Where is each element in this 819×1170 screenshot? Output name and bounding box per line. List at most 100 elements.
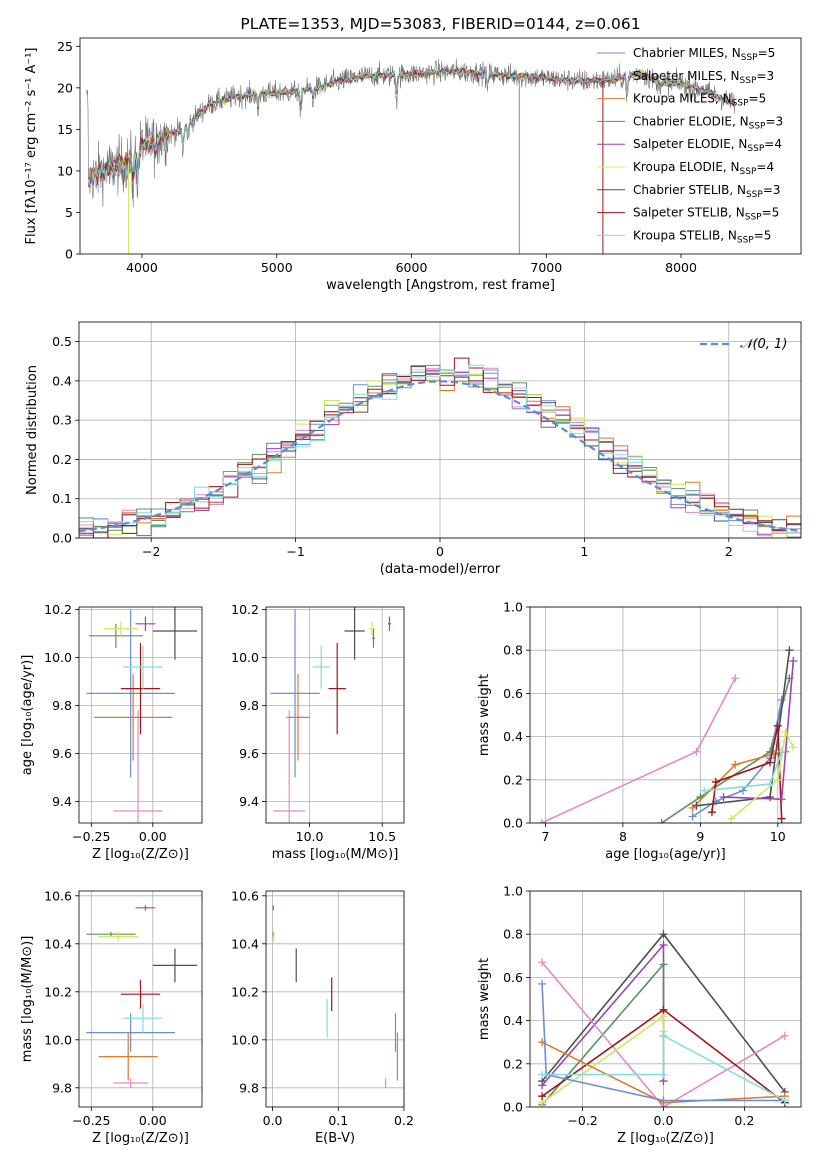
y-tick-label: 0.2 [503,1056,523,1071]
weight-marker [538,1081,547,1090]
weight-marker [777,795,786,804]
x-tick-label: 0.00 [139,1113,167,1128]
y-tick-label: 0.0 [52,531,72,546]
weight-marker [766,793,775,802]
weight-marker [700,786,709,795]
y-tick-label: 0.2 [503,772,523,787]
y-tick-label: 0.1 [52,491,72,506]
y-tick-label: 10.2 [44,602,72,617]
y-tick-label: 10.0 [44,1032,72,1047]
weight-line [541,983,785,1102]
axes-frame [78,321,802,539]
x-tick-label: 7 [542,829,550,844]
data-point [270,609,320,778]
weight-marker [707,808,716,817]
plot-area [86,905,198,1088]
legend-label: Salpeter MILES, NSSP=3 [633,69,774,86]
x-tick-label: 7000 [530,260,562,275]
legend-label: Kroupa STELIB, NSSP=5 [633,228,771,245]
x-tick-label: −0.2 [567,1113,597,1128]
weight-marker [780,1031,789,1040]
weight-marker [738,786,747,795]
weight-marker [773,775,782,784]
y-tick-label: 10.4 [44,936,72,951]
data-point [98,1032,158,1081]
axes-frame [79,37,802,255]
x-axis-label: Z [log₁₀(Z/Z⊙)] [92,847,189,862]
x-tick-label: 8 [619,829,627,844]
weight-marker [731,674,740,683]
data-point [88,623,143,648]
y-tick-label: 10.2 [44,984,72,999]
weight-marker [538,979,547,988]
weight-line [542,1034,786,1102]
weight-series [538,941,668,1090]
weight-marker [688,812,697,821]
weight-series [538,979,789,1105]
x-tick-label: −0.25 [72,1113,110,1128]
y-tick-label: 0 [65,247,73,262]
weight-series [537,674,740,823]
y-axis-label: mass weight [477,674,492,756]
y-tick-label: 10.4 [231,936,259,951]
data-point [113,710,163,823]
weight-line [541,961,786,1107]
x-tick-label: 4000 [126,260,158,275]
plot-area [538,930,789,1107]
y-tick-label: 1.0 [503,884,523,899]
axes-frame [78,890,203,1108]
x-tick-label: 0.2 [734,1113,754,1128]
weight-marker [659,1031,668,1040]
legend-label: Salpeter STELIB, NSSP=5 [633,206,779,223]
y-tick-label: 9.8 [239,1080,259,1095]
y-tick-label: 0.4 [52,373,72,388]
weight-marker [711,777,720,786]
data-point [344,607,365,660]
y-tick-label: 0.6 [503,686,523,701]
plot-area [79,357,801,538]
y-tick-label: 0.0 [503,816,523,831]
x-tick-label: 10 [770,829,786,844]
weight-series [688,695,786,821]
weight-marker [773,721,782,730]
y-tick-label: 1.0 [503,600,523,615]
y-tick-label: 15 [57,122,73,137]
data-point [328,643,346,735]
x-tick-label: 0.1 [328,1113,348,1128]
legend-label: Salpeter ELODIE, NSSP=4 [633,137,782,154]
legend-label: Chabrier STELIB, NSSP=3 [633,183,781,200]
data-point [86,1013,175,1052]
data-point [120,643,161,735]
data-point [123,645,163,689]
axes-frame [78,606,203,824]
y-axis-label: mass weight [477,958,492,1040]
y-tick-label: 10.2 [231,984,259,999]
x-tick-label: 9 [696,829,704,844]
y-tick-label: 0.8 [503,643,523,658]
y-tick-label: 0.5 [52,334,72,349]
x-tick-label: 2 [725,544,733,559]
y-tick-label: 9.8 [239,698,259,713]
weight-line [541,942,665,1086]
weight-marker [789,657,798,665]
x-axis-label: (data-model)/error [380,562,501,577]
panel-mass-vs-Z: −0.25 0.00 9.8 10.0 10.2 10.4 10.6 Z [log₁₀(Z/Z… [20,888,203,1146]
weight-marker [657,819,666,823]
y-tick-label: 10.6 [231,888,259,903]
y-tick-label: 0.8 [503,927,523,942]
y-tick-label: 9.6 [239,746,259,761]
y-tick-label: 9.6 [52,746,72,761]
weight-marker [659,930,668,939]
weight-marker [659,1070,668,1079]
y-tick-label: 0.0 [503,1100,523,1115]
weight-marker [789,743,798,752]
data-point [120,979,161,1009]
legend-label: Kroupa MILES, NSSP=5 [633,92,766,109]
y-tick-label: 10.0 [231,650,259,665]
weight-marker [766,758,775,767]
x-tick-label: 10.0 [296,829,324,844]
legend-label: Chabrier MILES, NSSP=5 [633,46,775,63]
weight-marker [538,1092,547,1101]
x-tick-label: 5000 [261,260,293,275]
weight-series [719,657,798,804]
